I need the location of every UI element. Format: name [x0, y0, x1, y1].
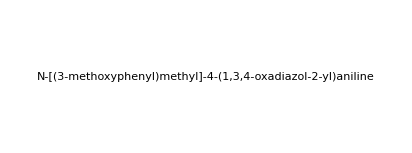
Text: N-[(3-methoxyphenyl)methyl]-4-(1,3,4-oxadiazol-2-yl)aniline: N-[(3-methoxyphenyl)methyl]-4-(1,3,4-oxa…	[37, 71, 375, 82]
